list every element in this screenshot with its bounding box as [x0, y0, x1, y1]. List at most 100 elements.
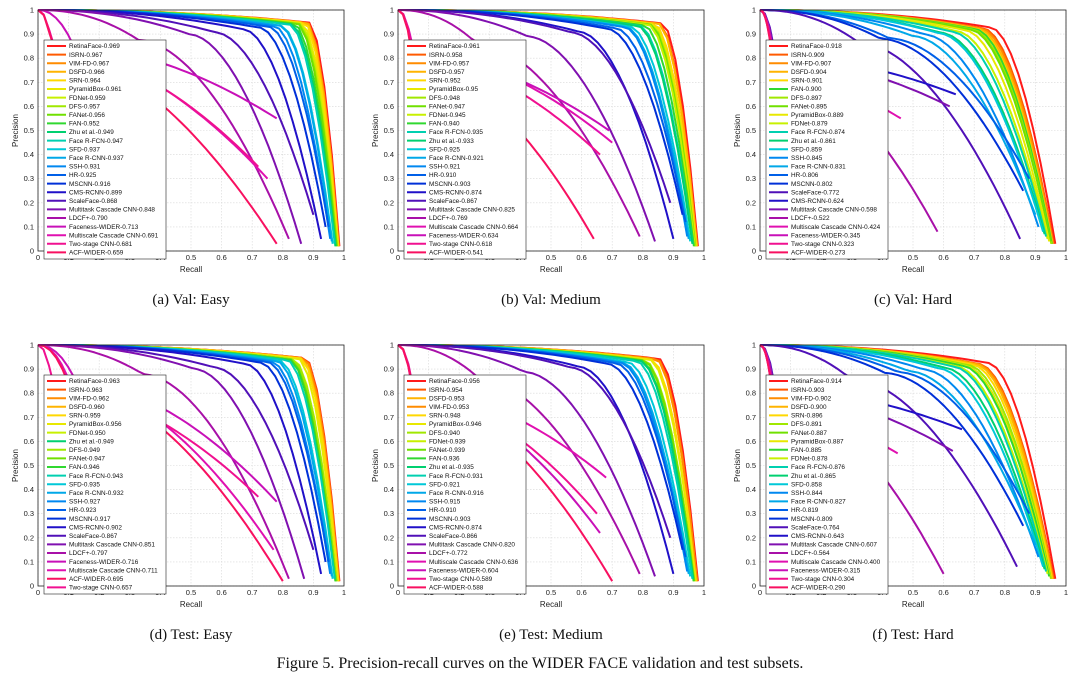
- legend-entry: HR-0.910: [429, 507, 457, 514]
- legend-entry: DSFD-0.957: [429, 69, 465, 76]
- legend-entry: CMS-RCNN-0.874: [429, 189, 482, 196]
- x-tick-label: 0.8: [1000, 588, 1010, 597]
- legend-entry: SSH-0.921: [429, 164, 461, 171]
- legend-entry: VIM-FD-0.967: [69, 60, 110, 67]
- x-tick-label: 0.6: [938, 253, 948, 262]
- y-tick-label: 0.4: [24, 150, 34, 159]
- pr-curve: [398, 9, 656, 242]
- y-tick-label: 0: [30, 582, 34, 591]
- legend-entry: Face R-CNN-0.827: [791, 499, 846, 506]
- pr-chart-panel: 00.10.20.30.40.50.60.70.80.9100.10.20.30…: [371, 341, 706, 610]
- subfigure-caption: (f) Test: Hard: [872, 627, 954, 643]
- x-tick-label: 0.5: [908, 588, 918, 597]
- y-tick-label: 0.8: [384, 54, 394, 63]
- y-tick-label: 0.9: [746, 365, 756, 374]
- legend-entry: ACF-WIDER-0.659: [69, 250, 124, 257]
- x-tick-label: 0.8: [278, 253, 288, 262]
- legend-entry: CMS-RCNN-0.902: [69, 524, 122, 531]
- legend-entry: RetinaFace-0.914: [791, 378, 842, 385]
- legend-entry: ISRN-0.958: [429, 52, 463, 59]
- y-tick-label: 0.9: [24, 30, 34, 39]
- pr-curve: [398, 344, 656, 577]
- x-tick-label: 0.9: [1030, 588, 1040, 597]
- legend-entry: SSH-0.927: [69, 499, 101, 506]
- y-tick-label: 0.2: [746, 533, 756, 542]
- legend-entry: Multiscale Cascade CNN-0.691: [69, 232, 159, 239]
- pr-chart-panel: 00.10.20.30.40.50.60.70.80.9100.10.20.30…: [733, 6, 1068, 275]
- y-tick-label: 0.7: [746, 413, 756, 422]
- pr-curve: [38, 9, 303, 245]
- legend-entry: LDCF+-0.564: [791, 550, 830, 557]
- legend-entry: Faceness-WIDER-0.315: [791, 567, 861, 574]
- y-tick-label: 0: [30, 247, 34, 256]
- legend-entry: Multitask Cascade CNN-0.607: [791, 542, 877, 549]
- legend-entry: LDCF+-0.772: [429, 550, 468, 557]
- legend-entry: RetinaFace-0.969: [69, 43, 120, 50]
- legend-entry: Face R-CNN-0.831: [791, 164, 846, 171]
- y-tick-label: 0.6: [24, 102, 34, 111]
- pr-curve: [38, 344, 306, 580]
- pr-chart-panel: 00.10.20.30.40.50.60.70.80.9100.10.20.30…: [11, 6, 346, 275]
- legend-entry: PyramidBox-0.889: [791, 112, 844, 119]
- x-axis-label: Recall: [540, 265, 562, 274]
- y-axis-label: Precision: [11, 449, 20, 482]
- plot-frame: [759, 9, 1067, 252]
- y-tick-label: 0.9: [384, 30, 394, 39]
- legend-entry: MSCNN-0.903: [429, 516, 471, 523]
- legend-entry: HR-0.925: [69, 172, 97, 179]
- y-tick-label: 0.7: [24, 78, 34, 87]
- plot-frame: [397, 9, 705, 252]
- x-tick-label: 0.7: [969, 253, 979, 262]
- y-tick-label: 0.7: [746, 78, 756, 87]
- legend-entry: Face R-FCN-0.935: [429, 129, 483, 136]
- legend-entry: RetinaFace-0.963: [69, 378, 120, 385]
- legend-entry: Face R-FCN-0.931: [429, 473, 483, 480]
- legend-entry: SFD-0.925: [429, 146, 460, 153]
- legend-entry: Faceness-WIDER-0.716: [69, 559, 139, 566]
- y-tick-label: 0.8: [746, 54, 756, 63]
- legend-entry: FDNet-0.945: [429, 112, 466, 119]
- legend-entry: FANet-0.956: [69, 112, 105, 119]
- y-tick-label: 1: [30, 6, 34, 15]
- legend-entry: Two-stage CNN-0.304: [791, 576, 855, 583]
- legend-entry: HR-0.923: [69, 507, 97, 514]
- y-tick-label: 1: [390, 6, 394, 15]
- legend-entry: Multitask Cascade CNN-0.848: [69, 207, 155, 214]
- legend-entry: SRN-0.901: [791, 78, 823, 85]
- x-tick-label: 0.9: [668, 253, 678, 262]
- legend-entry: FAN-0.936: [429, 456, 460, 463]
- legend-entry: VIM-FD-0.957: [429, 60, 470, 67]
- legend-entry: SFD-0.858: [791, 481, 822, 488]
- pr-chart-svg: 00.10.20.30.40.50.60.70.80.9100.10.20.30…: [371, 341, 706, 610]
- legend-entry: SSH-0.845: [791, 155, 823, 162]
- x-tick-label: 0.9: [1030, 253, 1040, 262]
- legend-entry: FAN-0.946: [69, 464, 100, 471]
- legend-entry: VIM-FD-0.953: [429, 404, 470, 411]
- y-tick-label: 0.5: [384, 461, 394, 470]
- legend-entry: Two-stage CNN-0.657: [69, 585, 133, 592]
- figure-caption: Figure 5. Precision-recall curves on the…: [276, 655, 804, 672]
- legend-entry: Zhu et al.-0.861: [791, 138, 836, 145]
- pr-curve: [398, 344, 672, 539]
- plot-frame: [759, 344, 1067, 587]
- legend-entry: HR-0.806: [791, 172, 819, 179]
- x-tick-label: 0.5: [186, 253, 196, 262]
- legend-entry: DFS-0.957: [69, 103, 100, 110]
- legend-entry: PyramidBox-0.961: [69, 86, 122, 93]
- legend-entry: MSCNN-0.917: [69, 516, 111, 523]
- legend-entry: Faceness-WIDER-0.713: [69, 224, 139, 231]
- y-tick-label: 0.6: [384, 437, 394, 446]
- pr-chart-panel: 00.10.20.30.40.50.60.70.80.9100.10.20.30…: [733, 341, 1068, 610]
- legend-entry: ScaleFace-0.764: [791, 524, 840, 531]
- legend-entry: FAN-0.952: [69, 121, 100, 128]
- y-tick-label: 0.1: [746, 557, 756, 566]
- y-tick-label: 0.6: [24, 437, 34, 446]
- legend-entry: ISRN-0.954: [429, 387, 463, 394]
- legend-entry: ScaleFace-0.867: [429, 198, 478, 205]
- legend-entry: Zhu et al.-0.865: [791, 473, 836, 480]
- legend-entry: PyramidBox-0.956: [69, 421, 122, 428]
- legend-entry: LDCF+-0.797: [69, 550, 108, 557]
- pr-curve: [398, 9, 672, 204]
